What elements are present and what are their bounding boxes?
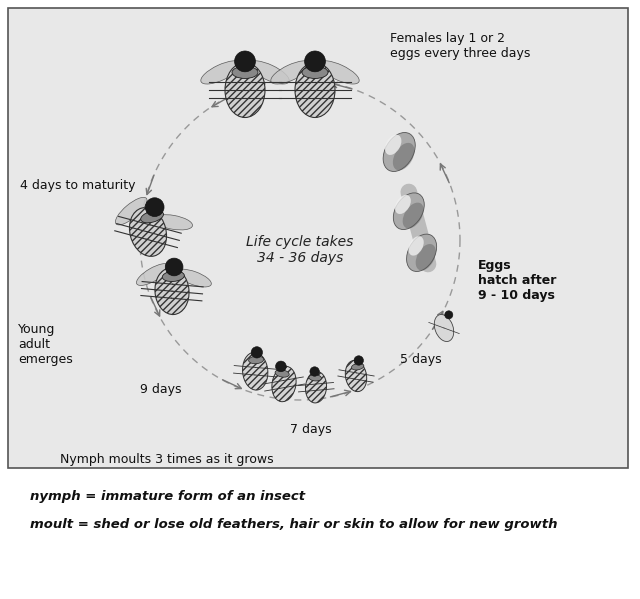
Ellipse shape [394,193,424,229]
Ellipse shape [176,269,211,287]
Ellipse shape [395,195,411,214]
Ellipse shape [235,51,255,72]
Ellipse shape [136,264,170,286]
Text: Young
adult
emerges: Young adult emerges [18,323,73,367]
Ellipse shape [408,236,424,256]
Ellipse shape [272,367,296,402]
Ellipse shape [145,198,164,216]
Ellipse shape [385,135,401,155]
Ellipse shape [154,214,193,230]
Ellipse shape [302,66,328,78]
Ellipse shape [232,66,258,78]
Text: 5 days: 5 days [400,353,442,367]
Ellipse shape [305,51,325,72]
Bar [8,8,628,468]
Ellipse shape [251,347,262,358]
Ellipse shape [165,258,183,276]
Text: nymph = immature form of an insect: nymph = immature form of an insect [30,490,305,503]
Ellipse shape [276,361,286,372]
Text: Females lay 1 or 2
eggs every three days: Females lay 1 or 2 eggs every three days [390,32,531,60]
Ellipse shape [416,244,436,270]
Ellipse shape [295,62,335,117]
Ellipse shape [319,60,359,84]
Ellipse shape [310,367,319,376]
Ellipse shape [403,202,424,228]
Ellipse shape [249,356,264,364]
Ellipse shape [163,271,184,282]
Ellipse shape [249,60,289,84]
Text: Nymph moults 3 times as it grows: Nymph moults 3 times as it grows [60,453,274,467]
Ellipse shape [393,143,415,170]
Ellipse shape [383,132,415,171]
Ellipse shape [141,211,163,223]
Text: 7 days: 7 days [290,423,332,437]
Ellipse shape [346,361,367,392]
Ellipse shape [406,234,436,271]
Ellipse shape [243,352,268,390]
Ellipse shape [115,197,147,225]
Ellipse shape [354,356,364,365]
Text: moult = shed or lose old feathers, hair or skin to allow for new growth: moult = shed or lose old feathers, hair … [30,518,557,531]
Text: Life cycle takes
34 - 36 days: Life cycle takes 34 - 36 days [246,235,354,265]
Ellipse shape [309,374,321,381]
Text: Eggs
hatch after
9 - 10 days: Eggs hatch after 9 - 10 days [478,259,556,301]
Text: 4 days to maturity: 4 days to maturity [20,179,136,192]
Text: 9 days: 9 days [140,383,182,397]
Ellipse shape [225,62,265,117]
Ellipse shape [435,314,454,341]
Ellipse shape [445,311,453,319]
Ellipse shape [155,268,189,314]
Ellipse shape [201,60,241,84]
Ellipse shape [351,364,364,370]
Ellipse shape [275,370,289,377]
Ellipse shape [305,371,326,403]
Ellipse shape [129,208,166,256]
Ellipse shape [271,60,311,84]
